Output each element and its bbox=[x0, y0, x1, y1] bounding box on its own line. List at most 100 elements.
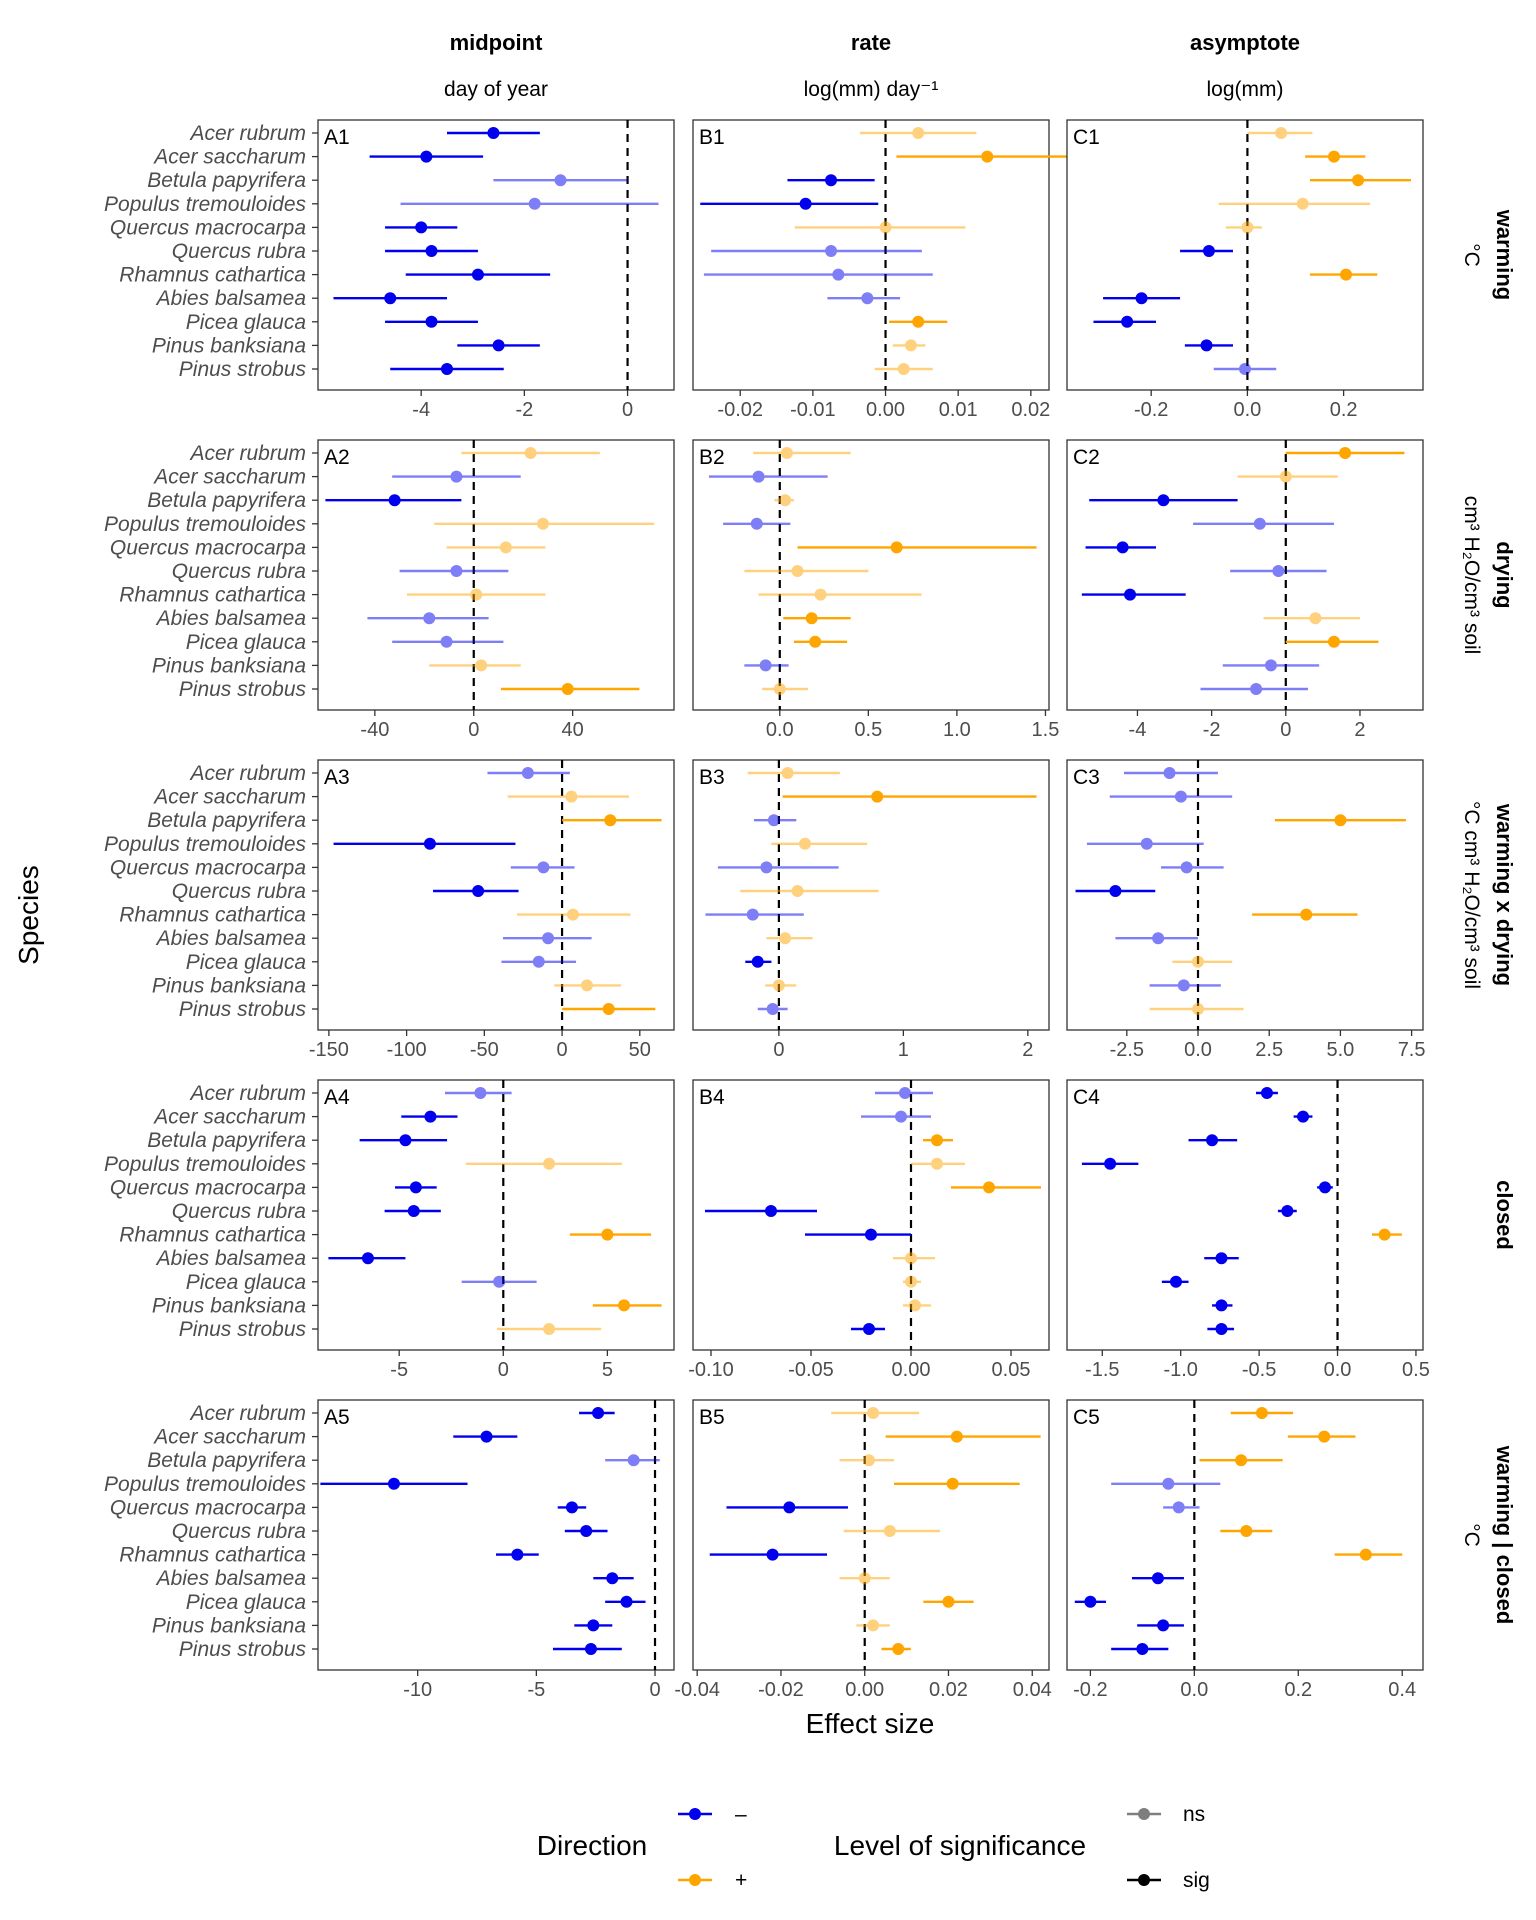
estimate-rhamnus-cathartica bbox=[405, 268, 551, 281]
panel-C4: C4 -1.5 -1.0 -0.5 0.0 0.5 bbox=[1066, 1079, 1430, 1381]
point-estimate bbox=[783, 1501, 796, 1514]
panel-label: A1 bbox=[324, 126, 350, 149]
estimate-quercus-rubra bbox=[740, 885, 879, 897]
point-estimate bbox=[899, 1087, 911, 1099]
point-estimate bbox=[604, 814, 617, 827]
point-estimate bbox=[420, 150, 433, 163]
estimate-populus-tremouloides bbox=[1081, 1157, 1139, 1170]
estimate-populus-tremouloides bbox=[911, 1157, 965, 1170]
estimate-pinus-banksiana bbox=[765, 979, 797, 992]
species-label: Betula papyrifera bbox=[147, 1449, 306, 1472]
species-label: Abies balsamea bbox=[155, 1247, 306, 1270]
x-tick-label: -2.5 bbox=[1110, 1039, 1144, 1061]
point-estimate bbox=[1152, 932, 1165, 945]
estimate-picea-glauca bbox=[1285, 635, 1379, 648]
panel-frame bbox=[692, 1079, 1050, 1351]
point-estimate bbox=[1151, 1572, 1164, 1585]
estimate-pinus-banksiana bbox=[429, 659, 521, 672]
x-tick-label: 0.0 bbox=[1180, 1679, 1208, 1701]
estimate-abies-balsamea bbox=[328, 1252, 406, 1265]
estimate-pinus-banksiana bbox=[574, 1619, 613, 1632]
x-tick-label: -1.0 bbox=[1163, 1359, 1197, 1381]
estimate-rhamnus-cathartica bbox=[703, 268, 933, 281]
species-label: Abies balsamea bbox=[155, 1567, 306, 1590]
point-estimate bbox=[561, 683, 574, 695]
species-label: Acer rubrum bbox=[188, 442, 306, 465]
estimate-quercus-macrocarpa bbox=[726, 1501, 848, 1514]
point-estimate bbox=[424, 1110, 437, 1123]
species-label: Populus tremouloides bbox=[104, 833, 306, 856]
x-tick-label: 50 bbox=[629, 1039, 651, 1061]
point-estimate bbox=[1174, 790, 1187, 803]
legend-key-dot bbox=[1138, 1874, 1150, 1886]
estimate-betula-papyrifera bbox=[1089, 494, 1238, 507]
estimate-betula-papyrifera bbox=[923, 1134, 953, 1147]
x-tick-label: -4 bbox=[1129, 719, 1147, 741]
x-tick-label: 2.5 bbox=[1255, 1039, 1283, 1061]
point-estimate bbox=[1318, 1430, 1331, 1443]
estimate-rhamnus-cathartica bbox=[705, 908, 804, 921]
row-headers: warming °C drying cm³ H₂O/cm³ soil warming x… bbox=[1460, 209, 1517, 1625]
x-tick-label: -0.10 bbox=[688, 1359, 734, 1381]
estimate-pinus-strobus bbox=[500, 683, 640, 695]
species-label: Quercus rubra bbox=[172, 240, 306, 263]
panel-C3: C3 -2.5 0.0 2.5 5.0 7.5 bbox=[1066, 759, 1426, 1061]
point-estimate bbox=[871, 790, 884, 803]
point-estimate bbox=[883, 1525, 896, 1537]
species-label: Quercus macrocarpa bbox=[110, 1496, 306, 1519]
row-title: closed bbox=[1492, 1180, 1517, 1250]
panel-frame bbox=[1066, 119, 1424, 391]
legend-significance-title: Level of significance bbox=[834, 1830, 1086, 1861]
species-label: Betula papyrifera bbox=[147, 809, 306, 832]
row-unit: cm³ H₂O/cm³ soil bbox=[1460, 496, 1483, 655]
point-estimate bbox=[942, 1595, 955, 1608]
point-estimate bbox=[407, 1205, 420, 1217]
x-tick-label: 5 bbox=[602, 1359, 613, 1381]
point-estimate bbox=[1239, 363, 1251, 375]
species-label: Rhamnus cathartica bbox=[119, 264, 306, 287]
species-label: Pinus banksiana bbox=[152, 1294, 306, 1317]
estimate-pinus-strobus bbox=[874, 363, 933, 375]
point-estimate bbox=[592, 1407, 605, 1419]
species-label: Quercus rubra bbox=[172, 1200, 306, 1223]
estimate-quercus-macrocarpa bbox=[951, 1181, 1041, 1194]
row-title: warming bbox=[1492, 209, 1517, 300]
estimate-picea-glauca bbox=[1074, 1595, 1106, 1608]
estimate-quercus-rubra bbox=[843, 1525, 941, 1537]
estimate-abies-balsamea bbox=[783, 612, 851, 625]
panel-C5: C5 -0.2 0.0 0.2 0.4 bbox=[1066, 1399, 1424, 1701]
estimate-populus-tremouloides bbox=[434, 517, 655, 530]
estimate-pinus-banksiana bbox=[554, 979, 622, 992]
estimate-populus-tremouloides bbox=[1111, 1477, 1221, 1490]
estimate-acer-rubrum bbox=[1255, 1087, 1278, 1099]
species-label: Abies balsamea bbox=[155, 287, 306, 310]
species-label: Pinus banksiana bbox=[152, 654, 306, 677]
estimate-quercus-rubra bbox=[1180, 245, 1233, 257]
point-estimate bbox=[1275, 127, 1288, 139]
estimate-pinus-strobus bbox=[757, 1003, 788, 1015]
point-estimate bbox=[480, 1430, 493, 1443]
estimate-picea-glauca bbox=[392, 635, 504, 648]
point-estimate bbox=[867, 1407, 880, 1419]
legend-key-dot bbox=[1138, 1808, 1150, 1820]
species-label: Pinus strobus bbox=[179, 358, 307, 381]
x-axis-title: Effect size bbox=[806, 1708, 935, 1739]
estimate-populus-tremouloides bbox=[333, 837, 516, 850]
species-label: Betula papyrifera bbox=[147, 489, 306, 512]
estimate-acer-saccharum bbox=[708, 470, 828, 483]
panel-frame bbox=[692, 119, 1050, 391]
estimate-quercus-rubra bbox=[433, 885, 519, 897]
point-estimate bbox=[1297, 1110, 1310, 1123]
species-label: Pinus strobus bbox=[179, 1638, 307, 1661]
point-estimate bbox=[1378, 1228, 1391, 1241]
point-estimate bbox=[1162, 1477, 1175, 1490]
point-estimate bbox=[750, 517, 763, 530]
estimate-picea-glauca bbox=[1093, 315, 1156, 328]
estimate-abies-balsamea bbox=[333, 292, 447, 305]
column-unit-midpoint: day of year bbox=[444, 78, 548, 101]
estimate-quercus-rubra bbox=[1220, 1525, 1273, 1537]
point-estimate bbox=[1157, 494, 1170, 507]
point-estimate bbox=[521, 767, 534, 779]
